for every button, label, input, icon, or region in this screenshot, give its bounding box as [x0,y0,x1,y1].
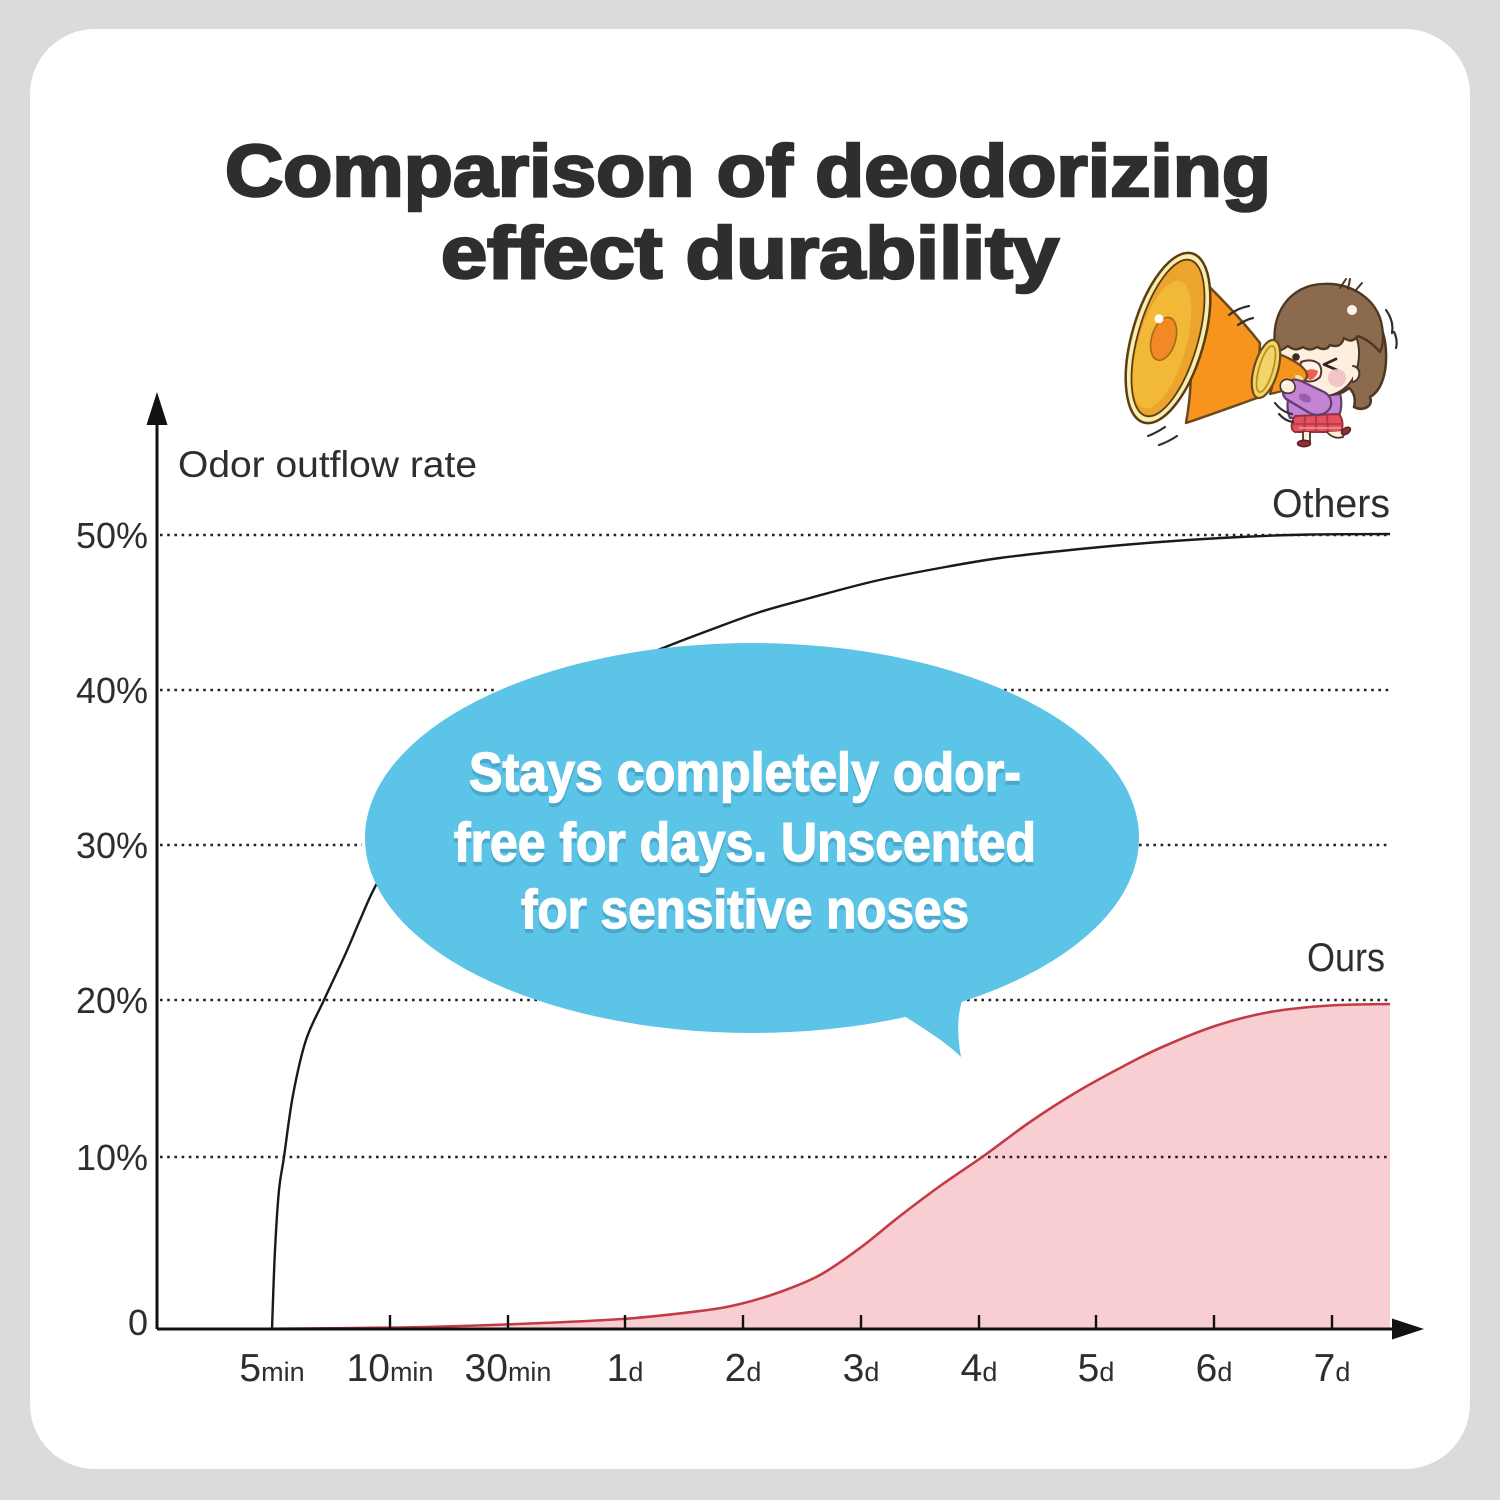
svg-text:effect durability: effect durability [441,213,1059,294]
svg-text:3d: 3d [843,1347,880,1390]
svg-text:10%: 10% [76,1137,148,1178]
svg-text:6d: 6d [1196,1347,1233,1390]
svg-text:10min: 10min [347,1347,434,1390]
svg-text:50%: 50% [76,515,148,556]
svg-text:Stays completely odor-: Stays completely odor- [469,745,1021,807]
svg-text:Odor outflow rate: Odor outflow rate [178,444,477,485]
svg-text:free for days. Unscented: free for days. Unscented [454,811,1036,873]
svg-text:Comparison of deodorizing: Comparison of deodorizing [225,131,1271,212]
svg-text:for sensitive noses: for sensitive noses [521,878,969,940]
svg-text:free for days. Unscented: free for days. Unscented [454,815,1036,877]
svg-text:4d: 4d [961,1347,998,1390]
svg-text:5d: 5d [1078,1347,1115,1390]
svg-text:Ours: Ours [1307,936,1385,980]
svg-text:for sensitive noses: for sensitive noses [521,882,969,944]
svg-text:0: 0 [128,1302,148,1343]
svg-text:30min: 30min [465,1347,552,1390]
svg-text:7d: 7d [1314,1347,1351,1390]
svg-text:2d: 2d [725,1347,762,1390]
svg-text:40%: 40% [76,670,148,711]
svg-text:20%: 20% [76,980,148,1021]
svg-text:1d: 1d [607,1347,644,1390]
svg-text:Others: Others [1272,482,1390,526]
svg-text:5min: 5min [239,1347,304,1390]
svg-text:Stays completely odor-: Stays completely odor- [469,741,1021,803]
svg-text:30%: 30% [76,825,148,866]
